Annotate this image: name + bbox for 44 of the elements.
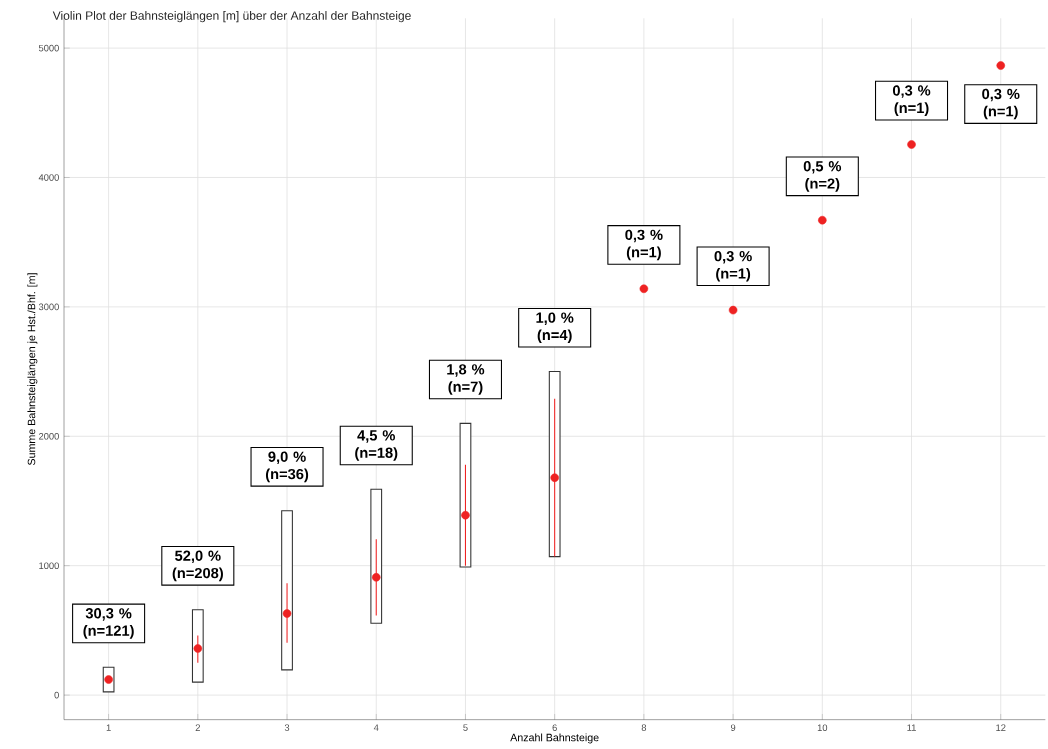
x-tick-label: 2 bbox=[195, 724, 200, 731]
y-tick-label: 2000 bbox=[38, 432, 59, 440]
point bbox=[728, 305, 738, 315]
x-axis-title: Anzahl Bahnsteige bbox=[510, 733, 599, 744]
point bbox=[461, 510, 470, 520]
bar bbox=[370, 488, 383, 624]
x-tick-label: 10 bbox=[817, 724, 828, 731]
annotation: 4,5 % (n=18) bbox=[355, 430, 398, 461]
point bbox=[818, 215, 827, 225]
annotation: 52,0 % (n=208) bbox=[172, 550, 223, 582]
bar bbox=[191, 609, 204, 683]
x-tick-label: 3 bbox=[284, 724, 290, 731]
y-tick-label: 1000 bbox=[39, 562, 59, 569]
point bbox=[371, 573, 381, 582]
annotation: 0,3 % (n=1) bbox=[892, 85, 931, 116]
annotation: 0,5 % (n=2) bbox=[803, 161, 842, 192]
point bbox=[996, 61, 1006, 70]
x-tick-label: 11 bbox=[907, 724, 916, 731]
y-tick-label: 3000 bbox=[38, 303, 59, 311]
annotation: 9,0 % (n=36) bbox=[265, 451, 309, 483]
point bbox=[639, 284, 649, 294]
point bbox=[104, 675, 113, 684]
x-tick-label: 9 bbox=[730, 724, 736, 731]
x-tick-label: 6 bbox=[552, 724, 557, 731]
annotation: 1,0 % (n=4) bbox=[536, 312, 574, 344]
x-tick-label: 8 bbox=[641, 724, 647, 731]
y-tick-label: 0 bbox=[54, 691, 59, 699]
annotation: 1,8 % (n=7) bbox=[447, 364, 485, 395]
point bbox=[550, 473, 559, 482]
y-tick-label: 4000 bbox=[38, 174, 59, 181]
annotation: 0,3 % (n=1) bbox=[714, 250, 752, 282]
annotation: 30,3 % (n=121) bbox=[83, 608, 134, 639]
annotation: 0,3 % (n=1) bbox=[625, 229, 663, 261]
annotation: 0,3 % (n=1) bbox=[982, 88, 1020, 120]
x-tick-label: 1 bbox=[106, 724, 111, 731]
point bbox=[193, 644, 203, 653]
x-tick-label: 12 bbox=[996, 724, 1006, 731]
y-tick-label: 5000 bbox=[38, 44, 59, 52]
x-tick-label: 4 bbox=[373, 724, 379, 731]
point bbox=[282, 609, 292, 618]
point bbox=[907, 140, 916, 149]
x-tick-label: 5 bbox=[463, 724, 468, 731]
chart-title: Violin Plot der Bahnsteiglängen [m] über der Anzahl der Bahnsteige bbox=[52, 11, 411, 23]
y-axis-title: Summe Bahnsteiglängen je Hst./Bhf. [m] bbox=[27, 273, 38, 466]
